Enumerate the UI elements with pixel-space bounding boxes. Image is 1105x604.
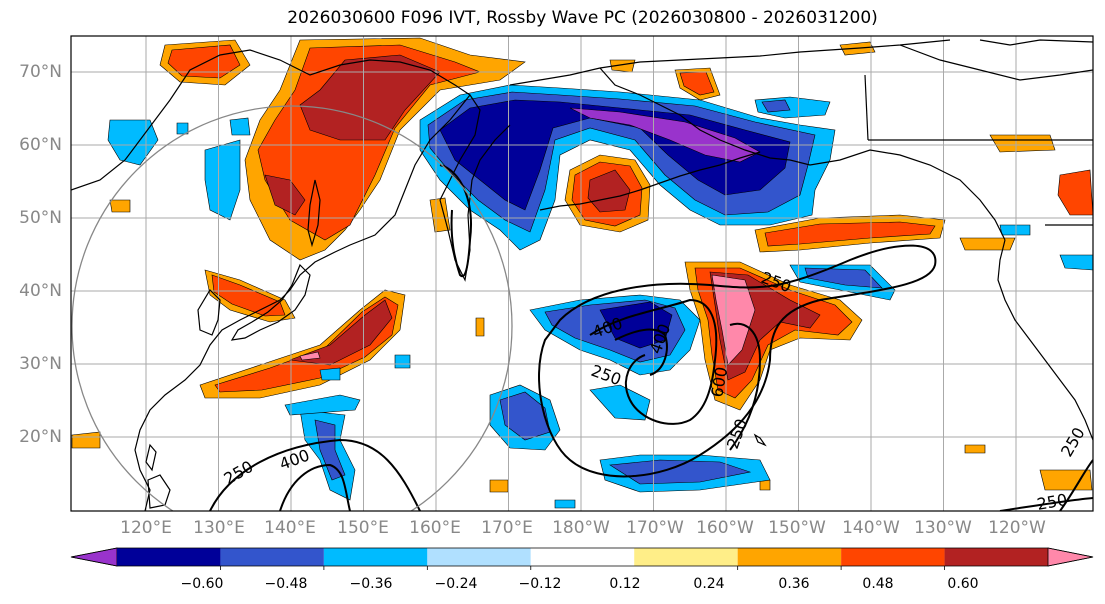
colorbar-extend-min bbox=[70, 547, 118, 567]
lat-label: 40°N bbox=[19, 281, 62, 301]
negative-anomaly-region bbox=[609, 459, 752, 485]
positive-anomaly-region bbox=[299, 54, 441, 141]
positive-anomaly-region bbox=[711, 274, 756, 366]
negative-anomaly-region bbox=[204, 139, 241, 221]
negative-anomaly-region bbox=[229, 117, 251, 136]
lon-label: 180°W bbox=[552, 518, 610, 538]
colorbar-tick-label: −0.48 bbox=[264, 576, 308, 592]
colorbar-tick-label: −0.36 bbox=[349, 576, 393, 592]
rossby-contours bbox=[209, 164, 1093, 511]
lat-label: 70°N bbox=[19, 62, 62, 82]
colorbar bbox=[70, 547, 1094, 570]
colorbar-tick-label: 0.60 bbox=[947, 576, 979, 592]
negative-anomaly-region bbox=[284, 394, 361, 416]
positive-anomaly-region bbox=[489, 479, 509, 493]
colorbar-swatch bbox=[117, 548, 221, 566]
negative-anomaly-region bbox=[569, 107, 761, 163]
lon-label: 160°W bbox=[696, 518, 754, 538]
positive-anomaly-region bbox=[199, 289, 406, 399]
lon-label: 150°E bbox=[337, 518, 389, 538]
positive-anomaly-region bbox=[71, 431, 101, 449]
positive-anomaly-region bbox=[257, 44, 481, 241]
coastlines bbox=[71, 39, 1093, 511]
colorbar-outline bbox=[70, 547, 1094, 567]
lon-label: 120°E bbox=[120, 518, 172, 538]
ivt-anomaly-fill bbox=[71, 37, 1093, 509]
colorbar-swatch bbox=[944, 548, 1048, 566]
colorbar-swatch bbox=[427, 548, 531, 566]
colorbar-tick-label: −0.12 bbox=[518, 576, 562, 592]
lon-label: 140°W bbox=[842, 518, 900, 538]
positive-anomaly-region bbox=[299, 351, 321, 361]
lat-label: 20°N bbox=[19, 427, 62, 447]
positive-anomaly-region bbox=[1039, 469, 1093, 491]
lat-label: 60°N bbox=[19, 135, 62, 155]
negative-anomaly-region bbox=[589, 384, 651, 421]
positive-anomaly-region bbox=[989, 134, 1056, 153]
negative-anomaly-region bbox=[554, 499, 576, 509]
positive-anomaly-region bbox=[1057, 169, 1093, 216]
colorbar-swatch bbox=[530, 548, 635, 566]
colorbar-tick-label: −0.24 bbox=[434, 576, 478, 592]
lon-label: 170°W bbox=[626, 518, 684, 538]
region-circle bbox=[71, 105, 513, 511]
positive-anomaly-region bbox=[109, 199, 131, 213]
lat-label: 50°N bbox=[19, 208, 62, 228]
lon-label: 130°W bbox=[914, 518, 972, 538]
positive-anomaly-region bbox=[289, 299, 393, 366]
colorbar-swatch bbox=[737, 548, 842, 566]
lon-label: 130°E bbox=[193, 518, 245, 538]
lon-label: 140°E bbox=[264, 518, 316, 538]
colorbar-swatch bbox=[220, 548, 324, 566]
positive-anomaly-region bbox=[475, 317, 485, 337]
positive-anomaly-region bbox=[264, 174, 306, 216]
negative-anomaly-region bbox=[761, 99, 791, 113]
negative-anomaly-region bbox=[1059, 254, 1093, 271]
positive-anomaly-region bbox=[167, 44, 241, 79]
lat-label: 30°N bbox=[19, 354, 62, 374]
colorbar-extend-max bbox=[1047, 547, 1094, 567]
positive-anomaly-region bbox=[964, 444, 986, 454]
negative-anomaly-region bbox=[394, 354, 411, 369]
colorbar-swatch bbox=[323, 548, 428, 566]
negative-anomaly-region bbox=[314, 419, 346, 481]
colorbar-tick-label: 0.48 bbox=[862, 576, 894, 592]
negative-anomaly-region bbox=[999, 224, 1031, 236]
positive-anomaly-region bbox=[211, 274, 286, 317]
colorbar-tick-label: 0.36 bbox=[778, 576, 810, 592]
colorbar-swatch bbox=[634, 548, 738, 566]
map-title: 2026030600 F096 IVT, Rossby Wave PC (202… bbox=[287, 8, 878, 28]
lon-label: 170°E bbox=[481, 518, 533, 538]
lon-label: 160°E bbox=[409, 518, 461, 538]
colorbar-tick-label: 0.12 bbox=[609, 576, 641, 592]
positive-anomaly-region bbox=[764, 221, 936, 247]
positive-anomaly-region bbox=[959, 237, 1016, 251]
positive-anomaly-region bbox=[587, 169, 631, 213]
negative-anomaly-region bbox=[176, 122, 189, 135]
colorbar-tick-label: −0.60 bbox=[180, 576, 224, 592]
colorbar-tick-label: 0.24 bbox=[693, 576, 725, 592]
lon-label: 150°W bbox=[768, 518, 826, 538]
negative-anomaly-region bbox=[319, 367, 341, 381]
map-frame bbox=[70, 35, 1094, 512]
lon-label: 120°W bbox=[988, 518, 1046, 538]
colorbar-swatch bbox=[841, 548, 945, 566]
map-content bbox=[71, 36, 1093, 511]
